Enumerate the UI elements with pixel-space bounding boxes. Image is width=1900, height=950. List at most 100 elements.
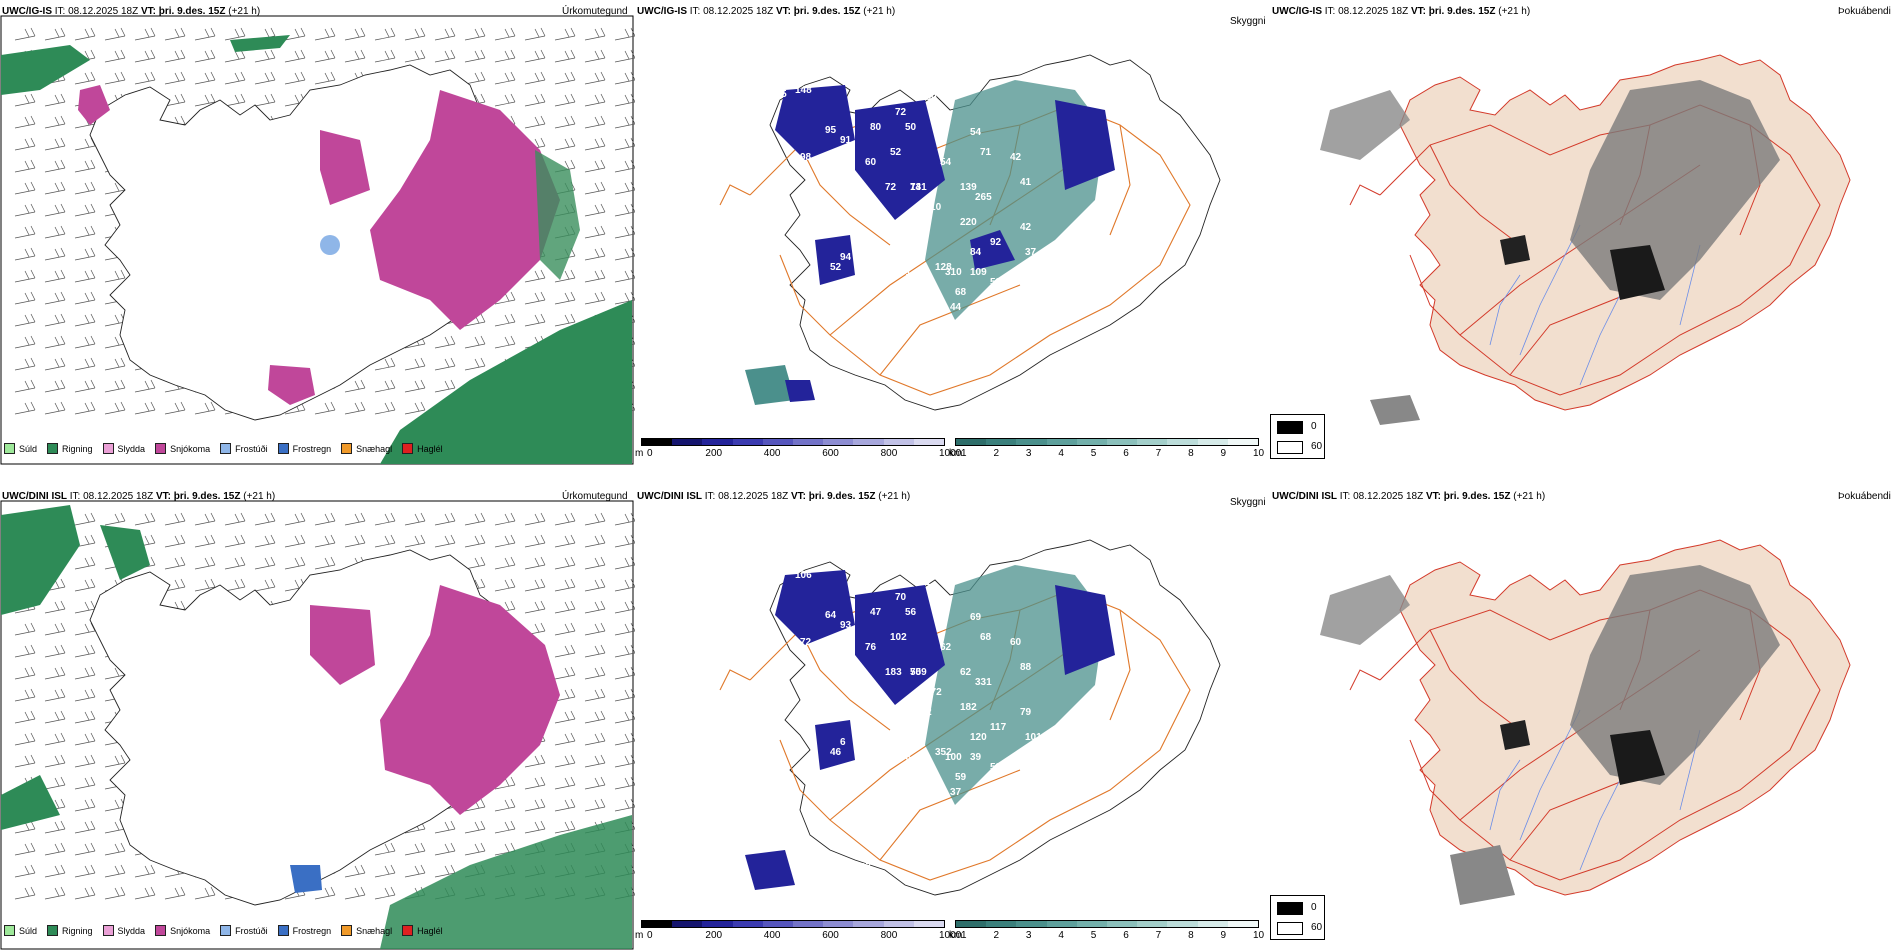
wind-barb xyxy=(284,71,306,85)
ceiling-height-label: 37 xyxy=(1025,247,1037,258)
wind-barb xyxy=(584,247,606,261)
colorbar-tick: 0 xyxy=(647,448,653,459)
wind-barb xyxy=(74,357,96,371)
wind-barb xyxy=(524,313,546,327)
wind-barb xyxy=(74,864,96,878)
wind-barb xyxy=(584,159,606,173)
colorbar-bin xyxy=(1197,921,1228,927)
wind-barb xyxy=(554,93,576,107)
legend-label: Rigning xyxy=(62,443,93,454)
legend-label: Frostregn xyxy=(292,443,332,454)
wind-barb xyxy=(614,93,635,107)
wind-barb xyxy=(74,732,96,746)
wind-barb xyxy=(74,600,96,614)
wind-barb xyxy=(194,578,216,592)
wind-barb xyxy=(44,710,66,724)
road xyxy=(1349,669,1381,691)
wind-barb xyxy=(464,27,486,41)
sea-rain-band xyxy=(380,300,632,464)
wind-barb xyxy=(404,357,426,371)
colorbar-bin xyxy=(1107,921,1138,927)
wind-barb xyxy=(344,379,366,393)
wind-barb xyxy=(584,137,606,151)
ceiling-height-label: 80 xyxy=(870,122,882,133)
wind-barb xyxy=(584,115,606,129)
wind-barb xyxy=(494,578,516,592)
wind-barb xyxy=(254,49,276,63)
wind-barb xyxy=(164,93,186,107)
legend-swatch xyxy=(4,443,15,454)
wind-barb xyxy=(284,27,306,41)
road xyxy=(1109,609,1131,721)
wind-barb xyxy=(164,886,186,900)
legend-swatch xyxy=(277,925,289,936)
colorbar-bin xyxy=(672,439,703,445)
wind-barb xyxy=(104,27,126,41)
wind-barb xyxy=(614,512,635,526)
legend-item: Slydda xyxy=(102,925,145,936)
legend-item: Snjókoma xyxy=(155,443,210,454)
colorbar-tick: 7 xyxy=(1155,930,1162,941)
wind-barb xyxy=(314,49,336,63)
legend-item: Slydda xyxy=(102,443,145,454)
wind-barb xyxy=(44,776,66,790)
ceiling-height-label: 39 xyxy=(970,752,982,763)
ceiling-height-label: 97 xyxy=(910,237,922,248)
ceiling-height-label: 73 xyxy=(900,752,912,763)
ceiling-height-label: 117 xyxy=(990,722,1007,733)
wind-barb xyxy=(44,379,66,393)
ceiling-height-label: 74 xyxy=(910,182,922,193)
wind-barb xyxy=(254,71,276,85)
wind-barb xyxy=(584,622,606,636)
fog-legend-black-swatch xyxy=(1277,902,1303,915)
wind-barb xyxy=(164,534,186,548)
wind-barb xyxy=(614,225,635,239)
wind-barb xyxy=(584,754,606,768)
ceiling-height-label: 94 xyxy=(840,252,852,263)
ceiling-height-label: 652 xyxy=(915,707,932,718)
row2-precip-panel: UWC/DINI ISL IT: 08.12.2025 18Z VT: þri.… xyxy=(0,485,635,950)
wind-barb xyxy=(434,820,456,834)
ceiling-height-label: 352 xyxy=(935,747,952,758)
wind-barb xyxy=(614,622,635,636)
ceiling-height-label: 69 xyxy=(970,612,982,623)
colorbar-tick: 10 xyxy=(1253,448,1265,459)
snow-area-ne xyxy=(370,90,560,330)
wind-barb xyxy=(614,688,635,702)
wind-barb xyxy=(164,556,186,570)
wind-barb xyxy=(254,556,276,570)
wind-barb xyxy=(554,622,576,636)
ceiling-height-label: 182 xyxy=(960,702,977,713)
legend-swatch xyxy=(155,443,167,454)
wind-barb xyxy=(524,71,546,85)
wind-barb xyxy=(404,864,426,878)
fog-legend-label-0: 0 xyxy=(1311,421,1317,432)
wind-barb xyxy=(554,776,576,790)
wind-barb xyxy=(254,534,276,548)
ceiling-height-label: 52 xyxy=(830,262,842,273)
wind-barb xyxy=(14,754,36,768)
wind-barb xyxy=(284,534,306,548)
legend-swatch xyxy=(341,443,353,454)
wind-barb xyxy=(194,886,216,900)
colorbar-bin xyxy=(1076,921,1108,927)
wind-barb xyxy=(194,93,216,107)
colorbar-bin xyxy=(793,921,824,927)
wind-barb xyxy=(464,335,486,349)
legend-swatch xyxy=(402,443,414,454)
ceiling-height-label: 120 xyxy=(970,732,987,743)
legend-label: Frostúði xyxy=(235,925,268,936)
ceiling-height-label: 22 xyxy=(825,877,837,888)
colorbar-bin xyxy=(986,439,1017,445)
row2-precip-type: Úrkomutegund xyxy=(562,491,628,502)
legend-swatch xyxy=(402,925,414,936)
wind-barb xyxy=(14,710,36,724)
colorbar-tick: 1000 xyxy=(939,448,962,459)
wind-barb xyxy=(584,666,606,680)
wind-barb xyxy=(524,291,546,305)
wind-barb xyxy=(224,534,246,548)
wind-barb xyxy=(74,688,96,702)
wind-barb xyxy=(584,291,606,305)
row2-precip-title: UWC/DINI ISL IT: 08.12.2025 18Z VT: þri.… xyxy=(2,491,276,502)
